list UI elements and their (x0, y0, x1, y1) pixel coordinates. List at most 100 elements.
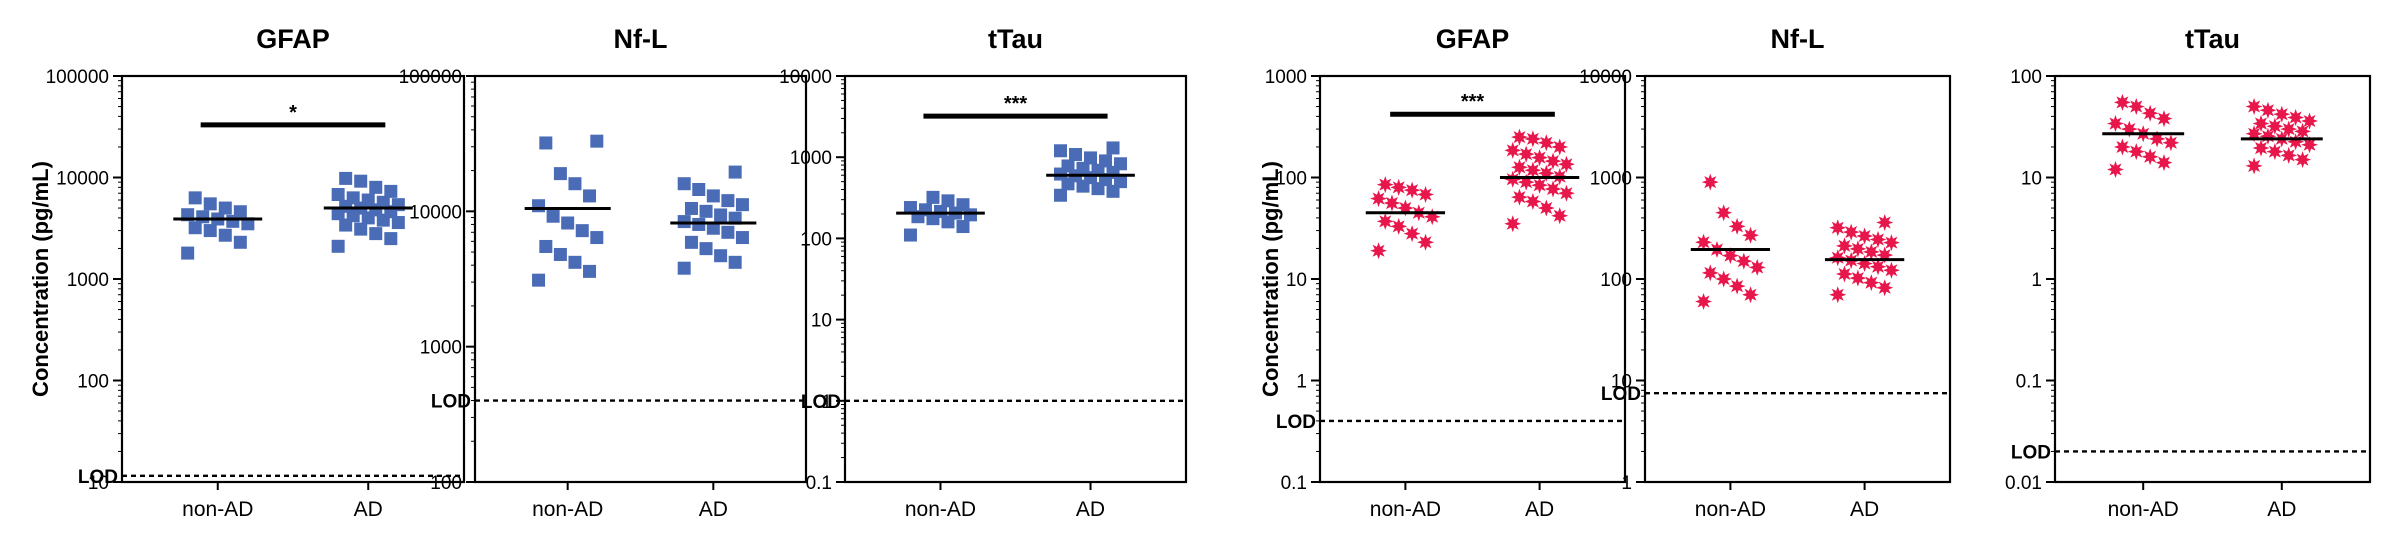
data-point (1862, 274, 1880, 292)
data-point (1695, 233, 1713, 251)
data-point (1510, 128, 1528, 146)
data-point (1715, 204, 1733, 222)
data-point (391, 216, 405, 230)
data-point (1715, 270, 1733, 288)
y-tick-label: 100 (1600, 270, 1632, 291)
data-point (1531, 176, 1549, 194)
data-point (376, 195, 390, 209)
data-point (1829, 286, 1847, 304)
data-point (1524, 161, 1542, 179)
data-point (2301, 112, 2319, 130)
y-tick-label: 10 (1611, 372, 1632, 393)
data-point (1524, 130, 1542, 148)
y-tick-label: 1000 (1590, 169, 1632, 190)
y-tick-label: 100 (2010, 67, 2042, 88)
data-point (2245, 157, 2263, 175)
x-tick-label: AD (354, 498, 383, 521)
data-point (339, 171, 353, 185)
data-point (1524, 193, 1542, 211)
panel-4-nf-l: Nf-L 1 10 100 1000 10000 non-AD AD LOD (1579, 24, 1952, 521)
data-point (590, 134, 604, 148)
y-tick-label: 0.1 (806, 473, 832, 494)
data-point (1849, 269, 1867, 287)
data-point (1370, 242, 1388, 260)
plot-frame (2053, 74, 2372, 484)
plot-frame (473, 74, 808, 484)
data-point (1504, 170, 1522, 188)
data-point (1557, 184, 1575, 202)
data-point (553, 247, 567, 261)
data-point (369, 180, 383, 194)
data-point (728, 211, 742, 225)
y-tick-label: 10000 (409, 202, 462, 223)
data-point (699, 204, 713, 218)
data-point (233, 205, 247, 219)
data-point (539, 239, 553, 253)
data-point (2162, 134, 2180, 152)
x-tick-label: AD (1525, 498, 1554, 521)
panel-0-gfap: GFAP 10 100 1000 10000 100000 non-AD AD LOD * Conc… (28, 24, 466, 521)
panel-5-ttau: tTau 0.01 0.1 1 10 100 non-AD AD LOD (2005, 24, 2372, 521)
panel-2-ttau: tTau 0.1 1 10 100 1000 10000 non-AD AD LOD *** (779, 24, 1188, 521)
data-point (2141, 148, 2159, 166)
data-point (1537, 199, 1555, 217)
data-point (1099, 154, 1113, 168)
data-point (2259, 101, 2277, 119)
y-tick-label: 10000 (779, 67, 832, 88)
plot-frame (843, 74, 1188, 484)
data-point (218, 228, 232, 242)
x-tick-label: AD (1850, 498, 1879, 521)
lod-label: LOD (78, 467, 118, 488)
data-point (1544, 180, 1562, 198)
data-point (1383, 194, 1401, 212)
data-point (2280, 146, 2298, 164)
data-point (1061, 159, 1075, 173)
data-point (181, 246, 195, 260)
chart-title: GFAP (1436, 24, 1510, 54)
data-point (1510, 188, 1528, 206)
data-point (1856, 227, 1874, 245)
data-point (1544, 152, 1562, 170)
y-tick-label: 1000 (420, 338, 462, 359)
data-point (1106, 141, 1120, 155)
data-point (2294, 151, 2312, 169)
data-point (677, 261, 691, 275)
data-point (1054, 144, 1068, 158)
x-tick-label: non-AD (1695, 498, 1766, 521)
data-point (1882, 234, 1900, 252)
data-point (2113, 93, 2131, 111)
x-tick-label: AD (699, 498, 728, 521)
data-point (241, 217, 255, 231)
x-tick-label: AD (1076, 498, 1105, 521)
data-point (1403, 225, 1421, 243)
data-point (1882, 261, 1900, 279)
data-point (1417, 233, 1435, 251)
data-point (1403, 181, 1421, 199)
lod-label: LOD (2011, 442, 2051, 463)
data-point (903, 201, 917, 215)
data-point (926, 190, 940, 204)
y-tick-label: 10000 (1579, 67, 1632, 88)
y-tick-label: 10 (2021, 169, 2042, 190)
plot-frame (1643, 74, 1952, 484)
data-point (354, 222, 368, 236)
data-point (331, 188, 345, 202)
chart-title: GFAP (256, 24, 330, 54)
data-point (2266, 143, 2284, 161)
data-point (714, 249, 728, 263)
data-point (1551, 138, 1569, 156)
data-point (546, 209, 560, 223)
data-point (1876, 214, 1894, 232)
data-point (196, 210, 210, 224)
y-tick-label: 100 (800, 229, 832, 250)
data-point (699, 242, 713, 256)
chart-title: Nf-L (614, 24, 668, 54)
data-point (1069, 147, 1083, 161)
data-point (1876, 279, 1894, 297)
data-point (903, 228, 917, 242)
data-point (203, 224, 217, 238)
y-tick-label: 100000 (46, 67, 109, 88)
y-tick-label: 1 (1621, 473, 1632, 494)
data-point (1417, 186, 1435, 203)
data-point (369, 227, 383, 241)
